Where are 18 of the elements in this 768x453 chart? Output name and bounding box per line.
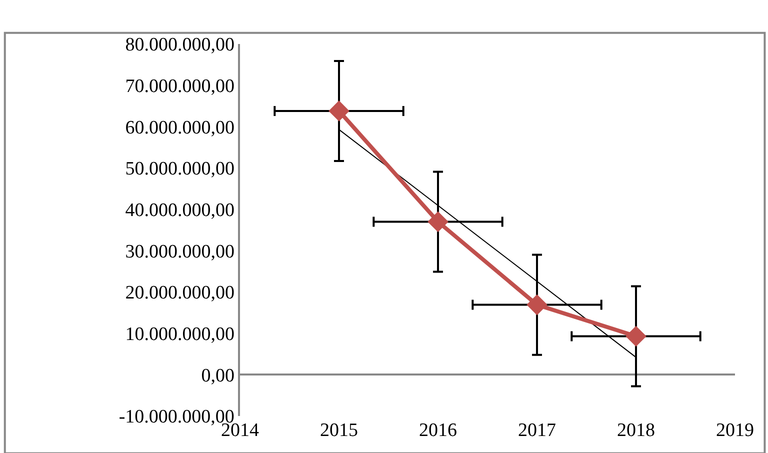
y-tick-label: 60.000.000,00 xyxy=(125,117,234,138)
y-tick-label: 20.000.000,00 xyxy=(125,282,234,304)
x-tick-label: 2016 xyxy=(419,420,457,441)
point xyxy=(626,326,646,347)
point xyxy=(428,211,448,232)
y-tick-label: 50.000.000,00 xyxy=(125,158,234,180)
x-tick-label: 2017 xyxy=(518,420,556,441)
x-tick-label: 2019 xyxy=(716,420,754,441)
x-tick-label: 2018 xyxy=(617,420,655,441)
y-tick-label: 10.000.000,00 xyxy=(125,324,234,345)
y-tick-label: 30.000.000,00 xyxy=(125,241,234,262)
x-tick-label: 2015 xyxy=(320,420,358,441)
y-tick-label: 80.000.000,00 xyxy=(125,34,234,56)
y-tick-label: 0,00 xyxy=(201,365,234,386)
y-tick-label: 40.000.000,00 xyxy=(125,200,234,221)
point xyxy=(328,100,350,122)
y-tick-label: 70.000.000,00 xyxy=(125,76,234,97)
point xyxy=(526,294,548,316)
